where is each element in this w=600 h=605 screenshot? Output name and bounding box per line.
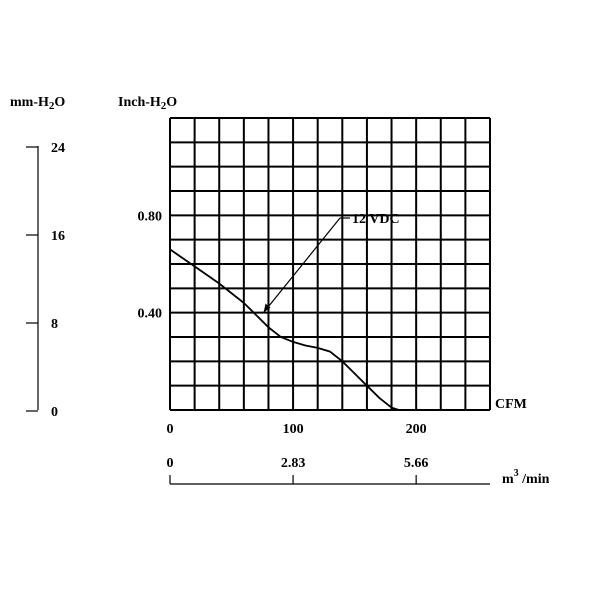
left-tick-label: 24: [51, 141, 65, 156]
annotation-label: 12 VDC: [352, 212, 400, 227]
y-tick-label: 0.40: [138, 307, 163, 322]
m3-tick-label: 5.66: [404, 456, 429, 471]
y-axis-label: Inch-H2O: [118, 95, 177, 112]
m3-axis-label: m3 /min: [502, 468, 550, 487]
annotation-arrow-line: [263, 217, 341, 314]
m3-tick-label: 0: [167, 456, 174, 471]
annotation-arrowhead: [263, 303, 271, 313]
x-tick-label: 200: [406, 422, 427, 437]
m3-tick-label: 2.83: [281, 456, 306, 471]
x-tick-label: 0: [167, 422, 174, 437]
left-tick-label: 16: [51, 229, 65, 244]
left-tick-label: 8: [51, 317, 58, 332]
series-line-12vdc: [169, 248, 400, 411]
x-tick-label: 100: [283, 422, 304, 437]
x-axis-label: CFM: [495, 397, 527, 412]
left-axis-label: mm-H2O: [10, 95, 65, 112]
left-tick-label: 0: [51, 405, 58, 420]
y-tick-label: 0.80: [138, 209, 163, 224]
